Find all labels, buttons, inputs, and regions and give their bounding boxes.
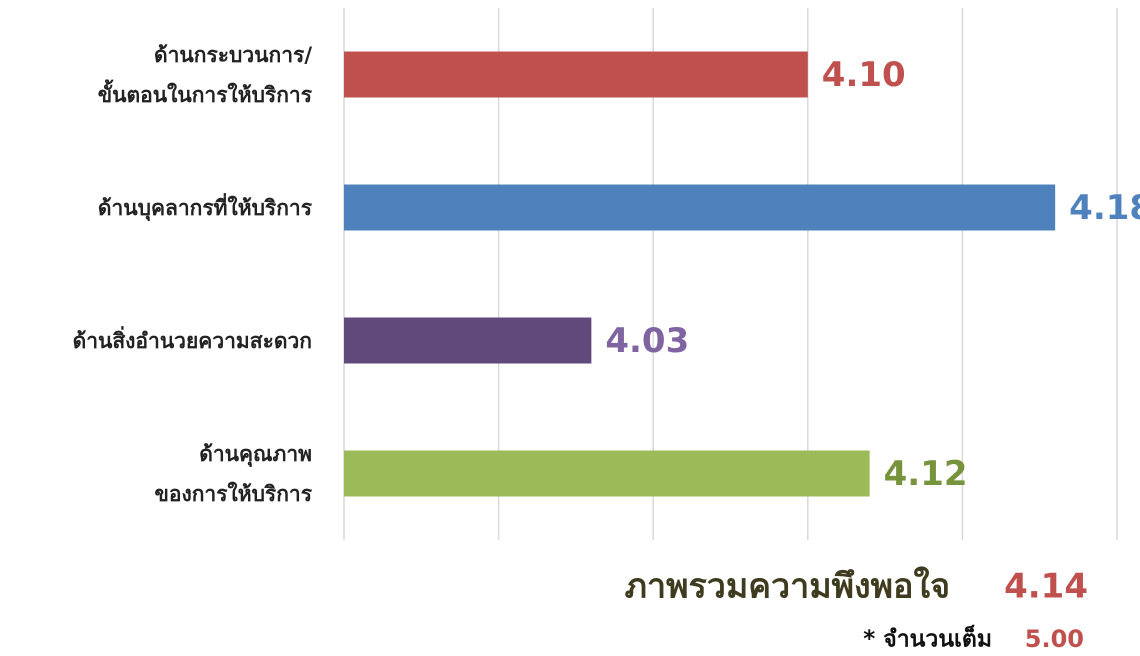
category-label: ด้านสิ่งอำนวยความสะดวก [72,328,312,353]
value-label: 4.10 [822,55,906,95]
value-label: 4.18 [1069,188,1140,228]
category-label: ด้านคุณภาพ ของการให้บริการ [154,441,313,506]
value-label: 4.12 [884,454,968,494]
bar [344,51,808,98]
bar [344,317,592,364]
bar [344,184,1056,231]
full-score-label: * จำนวนเต็ม [863,624,992,653]
full-score-value: 5.00 [1025,625,1084,653]
category-label: ด้านกระบวนการ/ ขั้นตอนในการให้บริการ [97,42,312,107]
summary-value: 4.14 [1004,567,1088,607]
value-label: 4.03 [605,321,689,361]
summary-label: ภาพรวมความพึงพอใจ [625,566,950,607]
bar [344,450,870,497]
category-label: ด้านบุคลากรที่ให้บริการ [97,195,312,220]
